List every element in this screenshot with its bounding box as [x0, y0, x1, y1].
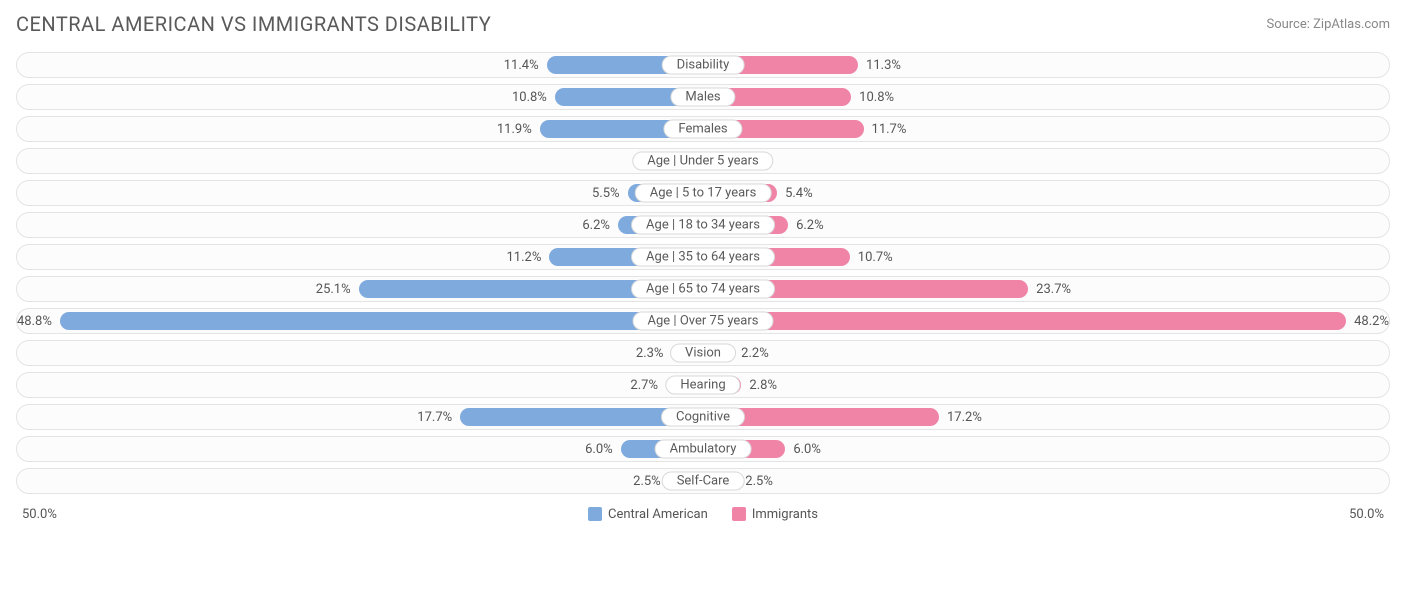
left-value-label: 25.1%: [316, 282, 351, 297]
right-value-label: 2.2%: [741, 346, 769, 361]
row-right-half: 2.2%: [703, 341, 1389, 365]
row-category-label: Age | Over 75 years: [633, 312, 774, 331]
row-left-half: 2.3%: [17, 341, 703, 365]
row-left-half: 17.7%: [17, 405, 703, 429]
left-value-label: 2.3%: [636, 346, 664, 361]
chart-row: 25.1% 23.7% Age | 65 to 74 years: [16, 276, 1390, 302]
chart-area: 11.4% 11.3% Disability 10.8% 10.8% Males 11.9%…: [16, 52, 1390, 494]
row-left-half: 11.9%: [17, 117, 703, 141]
legend-label: Central American: [608, 507, 708, 522]
row-category-label: Females: [663, 120, 742, 139]
legend-label: Immigrants: [752, 507, 818, 522]
chart-row: 11.4% 11.3% Disability: [16, 52, 1390, 78]
row-category-label: Hearing: [665, 376, 740, 395]
right-value-label: 6.2%: [796, 218, 824, 233]
right-value-label: 5.4%: [785, 186, 813, 201]
chart-row: 10.8% 10.8% Males: [16, 84, 1390, 110]
chart-row: 48.8% 48.2% Age | Over 75 years: [16, 308, 1390, 334]
row-left-half: 6.0%: [17, 437, 703, 461]
row-right-half: 2.8%: [703, 373, 1389, 397]
chart-header: CENTRAL AMERICAN VS IMMIGRANTS DISABILIT…: [16, 12, 1390, 36]
right-value-label: 10.7%: [858, 250, 893, 265]
row-left-half: 1.2%: [17, 149, 703, 173]
row-category-label: Age | Under 5 years: [632, 152, 773, 171]
chart-row: 11.9% 11.7% Females: [16, 116, 1390, 142]
chart-row: 2.5% 2.5%Self-Care: [16, 468, 1390, 494]
row-left-half: 48.8%: [17, 309, 703, 333]
right-value-label: 2.8%: [749, 378, 777, 393]
left-value-label: 48.8%: [17, 314, 52, 329]
row-left-half: 10.8%: [17, 85, 703, 109]
left-value-label: 6.0%: [585, 442, 613, 457]
row-left-half: 6.2%: [17, 213, 703, 237]
legend-swatch: [588, 507, 602, 521]
right-value-label: 48.2%: [1354, 314, 1389, 329]
row-left-half: 5.5%: [17, 181, 703, 205]
right-value-label: 11.3%: [866, 58, 901, 73]
row-left-half: 25.1%: [17, 277, 703, 301]
chart-row: 17.7% 17.2% Cognitive: [16, 404, 1390, 430]
chart-row: 6.2% 6.2% Age | 18 to 34 years: [16, 212, 1390, 238]
row-category-label: Ambulatory: [655, 440, 752, 459]
right-bar: [703, 312, 1346, 330]
row-right-half: 23.7%: [703, 277, 1389, 301]
row-category-label: Self-Care: [662, 472, 745, 491]
chart-row: 2.3% 2.2% Vision: [16, 340, 1390, 366]
row-category-label: Age | 65 to 74 years: [631, 280, 775, 299]
axis-max-left: 50.0%: [22, 507, 57, 522]
legend-swatch: [732, 507, 746, 521]
row-right-half: 5.4%: [703, 181, 1389, 205]
chart-footer: 50.0% Central American Immigrants 50.0%: [16, 504, 1390, 524]
row-right-half: 11.3%: [703, 53, 1389, 77]
row-right-half: 10.7%: [703, 245, 1389, 269]
row-right-half: 1.2%: [703, 149, 1389, 173]
right-value-label: 6.0%: [793, 442, 821, 457]
chart-row: 5.5% 5.4% Age | 5 to 17 years: [16, 180, 1390, 206]
left-value-label: 2.5%: [633, 474, 661, 489]
axis-max-right: 50.0%: [1349, 507, 1384, 522]
row-category-label: Vision: [670, 344, 736, 363]
row-right-half: 6.2%: [703, 213, 1389, 237]
left-value-label: 2.7%: [630, 378, 658, 393]
left-value-label: 11.9%: [497, 122, 532, 137]
chart-row: 1.2%1.2%Age | Under 5 years: [16, 148, 1390, 174]
legend-item: Immigrants: [732, 507, 818, 522]
right-value-label: 10.8%: [859, 90, 894, 105]
row-category-label: Age | 35 to 64 years: [631, 248, 775, 267]
row-left-half: 2.5%: [17, 469, 703, 493]
row-right-half: 10.8%: [703, 85, 1389, 109]
row-category-label: Males: [670, 88, 735, 107]
chart-row: 11.2% 10.7% Age | 35 to 64 years: [16, 244, 1390, 270]
row-right-half: 11.7%: [703, 117, 1389, 141]
chart-title: CENTRAL AMERICAN VS IMMIGRANTS DISABILIT…: [16, 12, 491, 36]
row-category-label: Age | 18 to 34 years: [631, 216, 775, 235]
left-value-label: 5.5%: [592, 186, 620, 201]
legend-item: Central American: [588, 507, 708, 522]
legend: Central American Immigrants: [588, 507, 818, 522]
row-category-label: Cognitive: [661, 408, 745, 427]
left-value-label: 17.7%: [417, 410, 452, 425]
left-bar: [60, 312, 703, 330]
chart-source: Source: ZipAtlas.com: [1266, 17, 1390, 32]
row-left-half: 2.7%: [17, 373, 703, 397]
left-value-label: 10.8%: [512, 90, 547, 105]
row-category-label: Age | 5 to 17 years: [635, 184, 772, 203]
right-value-label: 2.5%: [745, 474, 773, 489]
chart-row: 6.0% 6.0% Ambulatory: [16, 436, 1390, 462]
left-value-label: 11.4%: [504, 58, 539, 73]
row-right-half: 6.0%: [703, 437, 1389, 461]
left-value-label: 11.2%: [506, 250, 541, 265]
row-right-half: 48.2%: [703, 309, 1389, 333]
right-value-label: 11.7%: [872, 122, 907, 137]
row-right-half: 17.2%: [703, 405, 1389, 429]
row-category-label: Disability: [662, 56, 745, 75]
right-value-label: 17.2%: [947, 410, 982, 425]
row-left-half: 11.2%: [17, 245, 703, 269]
row-left-half: 11.4%: [17, 53, 703, 77]
chart-row: 2.7% 2.8% Hearing: [16, 372, 1390, 398]
right-value-label: 23.7%: [1036, 282, 1071, 297]
left-value-label: 6.2%: [582, 218, 610, 233]
row-right-half: 2.5%: [703, 469, 1389, 493]
